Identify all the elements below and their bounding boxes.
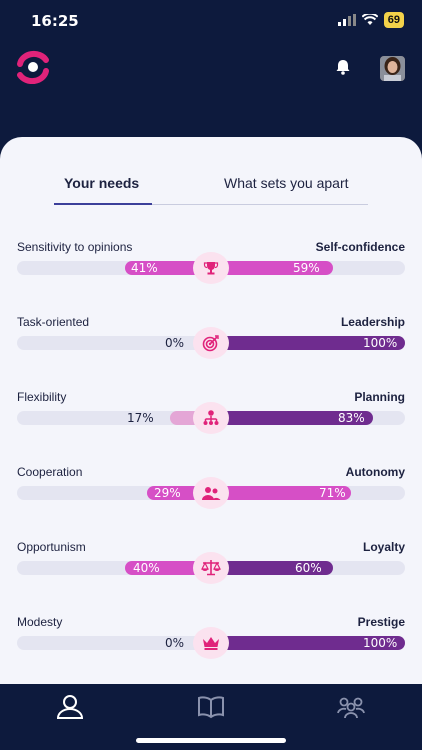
group-icon xyxy=(337,697,365,719)
crown-icon xyxy=(203,637,219,650)
home-indicator[interactable] xyxy=(136,738,286,743)
need-row: Cooperation Autonomy 29% 71% xyxy=(17,465,405,510)
need-icon-badge xyxy=(193,552,229,584)
tab-active-indicator xyxy=(54,203,152,205)
need-row: Opportunism Loyalty 40% 60% xyxy=(17,540,405,585)
wifi-icon xyxy=(361,14,378,25)
nav-library[interactable] xyxy=(197,694,227,720)
need-right-bar xyxy=(211,636,405,650)
need-right-bar xyxy=(211,486,351,500)
need-right-bar xyxy=(211,261,333,275)
trophy-icon xyxy=(203,262,219,275)
team-icon xyxy=(202,487,221,500)
battery-indicator: 69 xyxy=(383,12,404,28)
need-right-percent: 83% xyxy=(338,411,365,425)
need-left-percent: 0% xyxy=(165,336,185,350)
signal-icon xyxy=(337,14,356,26)
scales-icon xyxy=(201,560,221,576)
status-indicators: 69 xyxy=(337,12,404,28)
need-left-bar xyxy=(125,261,211,275)
tab-divider xyxy=(54,204,368,205)
tab-your-needs[interactable]: Your needs xyxy=(64,175,140,191)
need-right-percent: 60% xyxy=(295,561,322,575)
need-right-percent: 100% xyxy=(363,336,398,350)
hierarchy-icon xyxy=(203,410,219,425)
need-left-label: Sensitivity to opinions xyxy=(17,240,133,254)
need-icon-badge xyxy=(193,627,229,659)
need-left-bar xyxy=(125,561,211,575)
need-right-label: Loyalty xyxy=(362,540,405,554)
need-right-label: Self-confidence xyxy=(315,240,405,254)
need-icon-badge xyxy=(193,327,229,359)
app-header xyxy=(0,48,422,88)
avatar[interactable] xyxy=(380,56,405,81)
need-left-label: Task-oriented xyxy=(17,315,90,329)
need-right-label: Prestige xyxy=(357,615,405,629)
need-right-label: Autonomy xyxy=(345,465,405,479)
need-left-label: Modesty xyxy=(17,615,63,629)
avatar-image xyxy=(380,56,405,81)
tab-what-sets-you-apart[interactable]: What sets you apart xyxy=(224,175,349,191)
needs-card: Your needs What sets you apart Sensitivi… xyxy=(0,137,422,697)
need-icon-badge xyxy=(193,477,229,509)
need-icon-badge xyxy=(193,252,229,284)
need-right-percent: 100% xyxy=(363,636,398,650)
need-row: Task-oriented Leadership 0% 100% xyxy=(17,315,405,360)
need-left-label: Cooperation xyxy=(17,465,83,479)
need-left-label: Opportunism xyxy=(17,540,86,554)
app-logo-icon[interactable] xyxy=(14,50,52,84)
need-left-label: Flexibility xyxy=(17,390,67,404)
nav-team[interactable] xyxy=(337,694,367,720)
need-right-label: Leadership xyxy=(340,315,405,329)
need-icon-badge xyxy=(193,402,229,434)
need-row: Sensitivity to opinions Self-confidence … xyxy=(17,240,405,285)
need-right-percent: 59% xyxy=(293,261,320,275)
need-right-percent: 71% xyxy=(319,486,346,500)
need-right-bar xyxy=(211,561,333,575)
need-row: Modesty Prestige 0% 100% xyxy=(17,615,405,660)
status-time: 16:25 xyxy=(31,12,79,30)
nav-profile[interactable] xyxy=(56,694,86,720)
need-right-label: Planning xyxy=(354,390,405,404)
need-left-percent: 29% xyxy=(154,486,181,500)
profile-icon xyxy=(56,695,84,719)
need-right-bar xyxy=(211,336,405,350)
need-row: Flexibility Planning 17% 83% xyxy=(17,390,405,435)
tab-bar: Your needs What sets you apart xyxy=(54,175,368,205)
need-right-bar xyxy=(211,411,373,425)
need-left-percent: 41% xyxy=(131,261,158,275)
book-icon xyxy=(198,696,224,719)
bell-icon[interactable] xyxy=(334,58,352,76)
need-left-percent: 0% xyxy=(165,636,185,650)
need-left-percent: 40% xyxy=(133,561,160,575)
target-icon xyxy=(202,335,219,352)
status-bar: 16:25 69 xyxy=(0,0,422,40)
need-left-percent: 17% xyxy=(127,411,154,425)
